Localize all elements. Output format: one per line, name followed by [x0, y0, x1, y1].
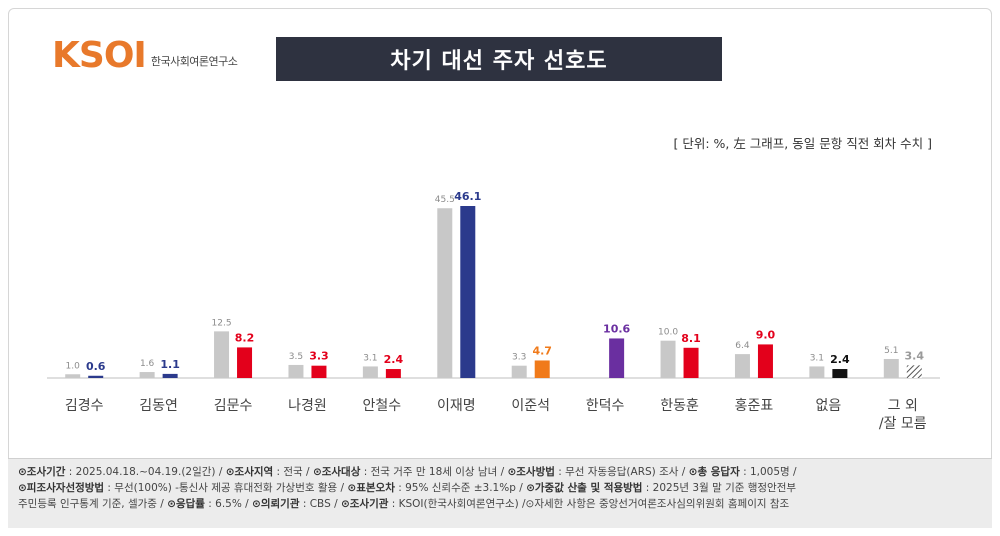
category-label-1: 김경수: [65, 398, 104, 414]
value-label-curr-6: 46.1: [454, 190, 481, 203]
footer-line-2: ⊙피조사자선정방법 : 무선(100%) -통신사 제공 휴대전화 가상번호 활…: [18, 480, 982, 496]
value-label-prev-7: 3.3: [512, 353, 526, 363]
category-label-8: 한덕수: [586, 398, 625, 414]
bar-prev-11: [809, 366, 825, 378]
value-label-curr-3: 8.2: [235, 331, 255, 344]
bar-prev-2: [139, 372, 155, 378]
logo-mark: KSOI: [52, 35, 147, 76]
bar-prev-6: [437, 208, 453, 378]
category-label-6: 이재명: [437, 398, 476, 414]
footer-text: : 전국 거주 만 18세 이상 남녀 /: [360, 466, 508, 478]
survey-footer: ⊙조사기간 : 2025.04.18.~04.19.(2일간) / ⊙조사지역 …: [8, 458, 992, 528]
value-label-prev-1: 1.0: [66, 361, 81, 371]
footer-label: ⊙조사대상: [312, 466, 361, 478]
footer-line-1: ⊙조사기간 : 2025.04.18.~04.19.(2일간) / ⊙조사지역 …: [18, 464, 982, 480]
bar-curr-12: [906, 365, 922, 378]
bar-curr-7: [534, 360, 550, 378]
category-label-3: 김문수: [214, 398, 253, 414]
bar-prev-1: [65, 374, 81, 378]
footer-label: ⊙가중값 산출 및 적용방법: [526, 482, 643, 494]
bar-prev-9: [660, 340, 676, 378]
footer-label: ⊙조사지역: [225, 466, 274, 478]
ksoi-logo: KSOI 한국사회여론연구소: [52, 35, 238, 76]
footer-label: ⊙조사기간: [18, 466, 66, 478]
value-label-curr-11: 2.4: [830, 353, 850, 366]
footer-text: : 무선(100%) -통신사 제공 휴대전화 가상번호 활용 /: [104, 482, 348, 494]
footer-label: ⊙표본오차: [347, 482, 395, 494]
category-label-11: 없음: [815, 398, 841, 414]
footer-line-3: 주민등록 인구통계 기준, 셀가중 / ⊙응답률 : 6.5% / ⊙의뢰기관 …: [18, 496, 982, 512]
category-label-10: 홍준표: [735, 398, 774, 414]
bar-curr-3: [237, 347, 253, 378]
value-label-curr-4: 3.3: [309, 350, 329, 363]
footer-label: ⊙총 응답자: [688, 466, 740, 478]
category-label-7: 이준석: [511, 398, 550, 414]
category-label-2: 김동연: [139, 398, 178, 414]
category-label-12: 그 외: [888, 398, 918, 414]
footer-text: : 1,005명 /: [739, 466, 797, 478]
value-label-curr-7: 4.7: [532, 344, 552, 357]
value-label-curr-12: 3.4: [905, 349, 925, 362]
bar-curr-8: [609, 338, 625, 378]
footer-label: ⊙조사방법: [507, 466, 555, 478]
value-label-curr-10: 9.0: [756, 328, 776, 341]
footer-text: : 무선 자동응답(ARS) 조사 /: [554, 466, 689, 478]
bar-curr-11: [832, 369, 848, 378]
value-label-curr-2: 1.1: [160, 358, 180, 371]
bar-prev-3: [214, 331, 230, 378]
footer-label: ⊙피조사자선정방법: [18, 482, 105, 494]
value-label-prev-12: 5.1: [884, 346, 898, 356]
value-label-curr-1: 0.6: [86, 360, 106, 373]
bar-prev-12: [883, 358, 899, 378]
bar-curr-10: [757, 344, 773, 378]
bar-prev-7: [511, 365, 527, 378]
category-label-4: 나경원: [288, 398, 327, 414]
unit-note: [ 단위: %, 左 그래프, 동일 문항 직전 회차 수치 ]: [673, 136, 932, 151]
footer-label: ⊙조사기관: [340, 498, 389, 510]
report-frame: [8, 8, 992, 528]
footer-label: ⊙의뢰기관: [252, 498, 300, 510]
value-label-prev-6: 45.5: [435, 195, 455, 205]
bar-curr-2: [162, 373, 178, 378]
value-label-prev-5: 3.1: [363, 353, 377, 363]
value-label-curr-5: 2.4: [384, 353, 404, 366]
bar-curr-1: [88, 375, 104, 378]
footer-text: : KSOI(한국사회여론연구소) /⊙자세한 사항은 중앙선거여론조사심의위원…: [388, 498, 790, 510]
footer-text: : 95% 신뢰수준 ±3.1%p /: [394, 482, 527, 494]
bar-curr-4: [311, 365, 327, 378]
footer-text: : 6.5% /: [204, 498, 253, 510]
footer-text: : 2025년 3월 말 기준 행정안전부: [642, 482, 797, 494]
value-label-prev-11: 3.1: [810, 353, 824, 363]
bar-curr-9: [683, 347, 699, 378]
bar-curr-5: [385, 369, 401, 378]
bar-prev-10: [734, 354, 750, 378]
value-label-prev-2: 1.6: [140, 359, 155, 369]
value-label-curr-8: 10.6: [603, 322, 630, 335]
bar-prev-4: [288, 364, 304, 378]
footer-label: ⊙응답률: [167, 498, 205, 510]
category-label-12: /잘 모름: [879, 416, 927, 432]
footer-text: : 2025.04.18.~04.19.(2일간) /: [65, 466, 226, 478]
category-label-9: 한동훈: [660, 398, 699, 414]
value-label-prev-9: 10.0: [658, 328, 678, 338]
value-label-prev-3: 12.5: [212, 318, 232, 328]
footer-text: 주민등록 인구통계 기준, 셀가중 /: [18, 498, 168, 510]
value-label-curr-9: 8.1: [681, 332, 701, 345]
bar-prev-5: [362, 366, 378, 378]
bar-curr-6: [460, 206, 476, 378]
value-label-prev-10: 6.4: [735, 341, 750, 351]
footer-text: : CBS /: [299, 498, 341, 510]
value-label-prev-4: 3.5: [289, 352, 303, 362]
page-title: 차기 대선 주자 선호도: [276, 37, 722, 81]
logo-mark-text: KSOI: [52, 35, 147, 76]
logo-subtitle: 한국사회여론연구소: [150, 55, 238, 68]
category-label-5: 안철수: [363, 398, 402, 414]
footer-text: : 전국 /: [273, 466, 313, 478]
